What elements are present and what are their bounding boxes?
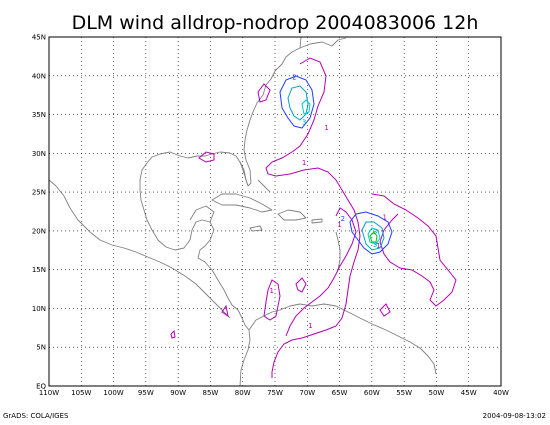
plot-area <box>49 37 501 386</box>
contour-4-north <box>301 99 311 115</box>
coastline-puerto-rico <box>311 218 323 224</box>
x-tick-label: 50W <box>429 389 445 397</box>
coastline-cuba <box>211 193 273 213</box>
contour-1-small-c <box>221 304 229 318</box>
contour-4-south <box>367 227 381 245</box>
contour-label: 1 <box>302 159 306 167</box>
contour-label: 1 <box>383 213 387 221</box>
map-title: DLM wind alldrop-nodrop 2004083006 12h <box>72 12 479 34</box>
coastline-florida <box>239 161 249 187</box>
y-axis-labels: EQ 5N 10N 15N 20N 25N 30N 35N 40N 45N <box>32 34 47 391</box>
y-tick-label: 35N <box>32 111 46 119</box>
x-tick-label: 55W <box>396 389 412 397</box>
x-tick-label: 100W <box>103 389 123 397</box>
coastlines <box>48 36 437 387</box>
y-tick-label: 30N <box>32 150 46 158</box>
y-tick-label: 45N <box>32 34 46 42</box>
contour-label: 3 <box>373 241 377 249</box>
contour-1-small-g <box>257 83 271 103</box>
contours <box>170 57 457 378</box>
contour-2-south <box>349 211 393 255</box>
x-tick-label: 90W <box>170 389 186 397</box>
footer-timestamp: 2004-09-08-13:02 <box>482 412 546 420</box>
x-tick-label: 95W <box>138 389 154 397</box>
contour-1-east <box>371 193 457 307</box>
contour-3-south <box>361 221 385 251</box>
y-tick-label: EQ <box>36 383 46 391</box>
contour-label: 3 <box>373 228 377 236</box>
map-grid <box>49 37 501 386</box>
x-tick-label: 60W <box>364 389 380 397</box>
contour-label: 1 <box>337 221 341 229</box>
contour-1-small-e <box>295 277 307 293</box>
coastline-yucatan <box>189 205 215 223</box>
coastline-hispaniola <box>277 209 307 221</box>
coastline-maritimes <box>299 37 347 49</box>
x-tick-label: 65W <box>332 389 348 397</box>
contour-1-mid <box>285 207 357 337</box>
y-tick-label: 15N <box>32 266 46 274</box>
contour-label: 2 <box>292 74 296 82</box>
y-tick-label: 10N <box>32 305 46 313</box>
contour-3-north <box>287 85 309 121</box>
contour-1-small-f <box>379 303 391 317</box>
contour-label: 3 <box>302 119 306 127</box>
contour-label: 1 <box>324 124 328 132</box>
coastline-jamaica <box>249 225 263 232</box>
y-tick-label: 40N <box>32 72 46 80</box>
x-tick-label: 105W <box>71 389 91 397</box>
contour-1-small-b <box>263 279 281 321</box>
coastline-bahamas <box>257 179 271 193</box>
y-tick-label: 25N <box>32 189 46 197</box>
coastline-americas <box>139 36 302 387</box>
y-tick-label: 5N <box>36 344 46 352</box>
contour-5-south <box>369 231 378 243</box>
contour-label: 1 <box>270 287 274 295</box>
x-tick-label: 85W <box>203 389 219 397</box>
contour-label: 2 <box>341 215 345 223</box>
x-tick-label: 40W <box>493 389 509 397</box>
x-tick-label: 45W <box>461 389 477 397</box>
x-axis-labels: 110W 105W 100W 95W 90W 85W 80W 75W 70W 65W 60W 55W 5… <box>39 389 509 397</box>
contour-1-north <box>265 57 361 378</box>
x-tick-label: 70W <box>299 389 315 397</box>
contour-label: 1 <box>308 322 312 330</box>
footer-credit: GrADS: COLA/IGES <box>3 412 69 420</box>
contour-2-north <box>279 75 315 129</box>
contour-1-small-d <box>170 329 176 339</box>
coastline-lesser-antilles <box>335 231 341 271</box>
contour-1-small-a <box>198 151 215 163</box>
x-tick-label: 80W <box>235 389 251 397</box>
y-tick-label: 20N <box>32 227 46 235</box>
coastline-mexico-pacific <box>48 179 231 319</box>
coastline-south-america <box>248 303 437 375</box>
plot-frame <box>48 36 502 387</box>
x-tick-label: 75W <box>267 389 283 397</box>
contour-label: 1 <box>376 242 380 250</box>
x-tick-label: 110W <box>39 389 59 397</box>
